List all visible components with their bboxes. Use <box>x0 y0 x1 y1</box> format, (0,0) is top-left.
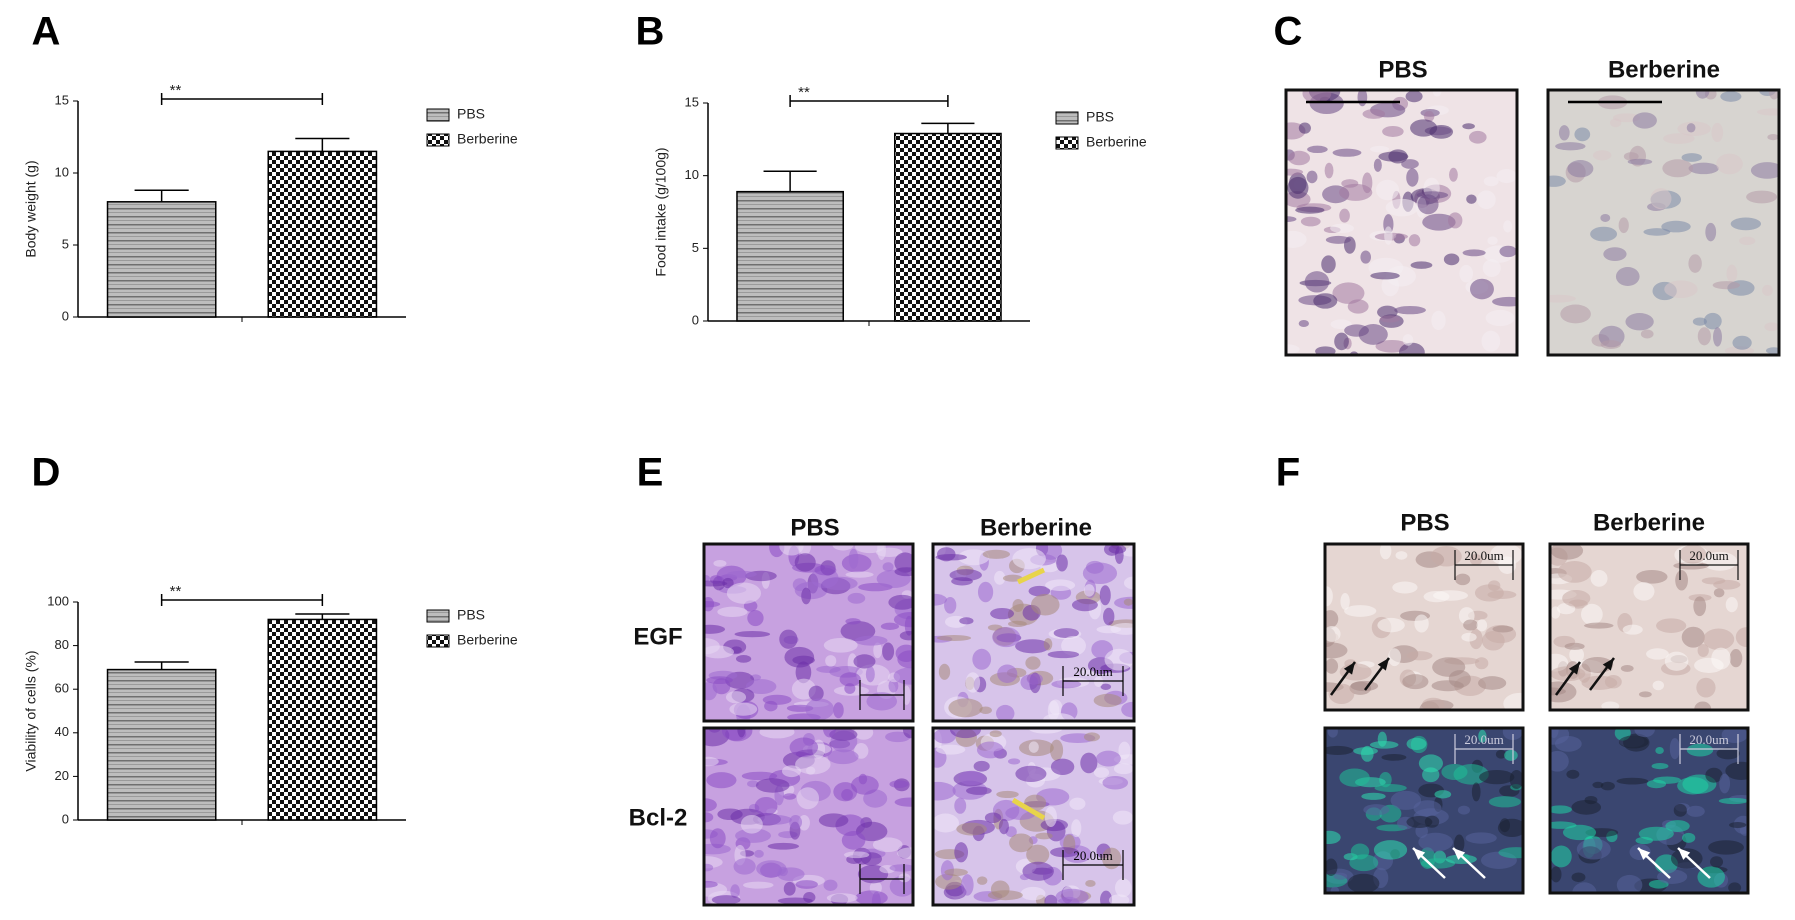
micrograph <box>931 726 1136 907</box>
micrograph <box>931 542 1136 723</box>
row-label: Bcl-2 <box>629 804 688 831</box>
micrograph <box>1548 542 1750 712</box>
arrow-head <box>1453 848 1466 860</box>
y-tick-label: 0 <box>62 308 69 323</box>
y-tick-label: 40 <box>55 724 69 739</box>
legend-label: Berberine <box>457 632 518 648</box>
micrograph <box>702 726 915 907</box>
scale-bar <box>1679 550 1739 580</box>
row-label: EGF <box>633 623 682 650</box>
bar <box>267 618 378 821</box>
scale-label: 20.0um <box>1073 664 1112 679</box>
y-tick-label: 5 <box>692 240 699 255</box>
column-label: Berberine <box>1608 56 1720 83</box>
legend-swatch <box>426 609 450 623</box>
scale-label: 20.0um <box>1464 732 1503 747</box>
legend-label: Berberine <box>457 131 518 147</box>
legend-swatch <box>426 108 450 122</box>
scale-bar <box>1679 734 1739 764</box>
y-tick-label: 0 <box>692 312 699 327</box>
micrograph <box>1284 88 1519 357</box>
scale-bar <box>1062 666 1124 696</box>
marker <box>1011 797 1046 821</box>
y-axis-label: Food intake (g/100g) <box>653 147 669 276</box>
bar <box>267 150 378 318</box>
legend-swatch <box>1055 111 1079 125</box>
arrow-head <box>1602 658 1614 671</box>
bar <box>106 668 217 821</box>
panel-label: A <box>32 10 61 54</box>
legend-label: PBS <box>457 106 485 122</box>
y-tick-label: 20 <box>55 768 69 783</box>
arrow-head <box>1343 662 1355 675</box>
micrograph <box>1323 542 1525 712</box>
y-axis-label: Body weight (g) <box>23 160 39 257</box>
y-tick-label: 10 <box>685 167 699 182</box>
scale-bar <box>1454 550 1514 580</box>
legend-label: PBS <box>1086 109 1114 125</box>
column-label: Berberine <box>1593 509 1705 536</box>
scale-label: 20.0um <box>1689 548 1728 563</box>
legend-label: PBS <box>457 607 485 623</box>
y-tick-label: 5 <box>62 236 69 251</box>
y-tick-label: 0 <box>62 811 69 826</box>
significance-bracket <box>160 594 324 606</box>
y-tick-label: 15 <box>55 92 69 107</box>
column-label: PBS <box>790 514 839 541</box>
error-bar <box>295 137 350 152</box>
error-bar <box>134 189 189 202</box>
legend-label: Berberine <box>1086 134 1147 150</box>
column-label: PBS <box>1400 509 1449 536</box>
y-tick-label: 10 <box>55 164 69 179</box>
micrograph <box>702 542 915 723</box>
significance-label: ** <box>798 84 810 101</box>
micrograph <box>1548 726 1750 895</box>
significance-bracket <box>160 93 324 105</box>
bar <box>736 190 844 322</box>
y-tick-label: 80 <box>55 637 69 652</box>
scale-label: 20.0um <box>1073 848 1112 863</box>
scale-label: 20.0um <box>1464 548 1503 563</box>
y-tick-label: 15 <box>685 94 699 109</box>
significance-bracket <box>789 95 949 107</box>
bar <box>894 132 1002 322</box>
arrow-head <box>1377 658 1389 671</box>
arrow-head <box>1413 848 1426 860</box>
panel-label: E <box>637 451 664 495</box>
legend-swatch <box>426 133 450 147</box>
arrow-head <box>1678 848 1691 860</box>
panel-label: B <box>636 10 665 54</box>
column-label: PBS <box>1378 56 1427 83</box>
legend-swatch <box>1055 136 1079 150</box>
bar <box>106 201 217 318</box>
significance-label: ** <box>170 82 182 99</box>
scale-bar <box>1062 850 1124 880</box>
scale-bar <box>859 680 905 710</box>
error-bar <box>921 122 975 134</box>
legend-swatch <box>426 634 450 648</box>
column-label: Berberine <box>980 514 1092 541</box>
scale-bar <box>1454 734 1514 764</box>
arrow-head <box>1638 848 1651 860</box>
scale-label: 20.0um <box>1689 732 1728 747</box>
error-bar <box>295 613 350 620</box>
y-tick-label: 100 <box>47 593 69 608</box>
panel-label: C <box>1274 10 1303 54</box>
y-tick-label: 60 <box>55 681 69 696</box>
significance-label: ** <box>170 583 182 600</box>
error-bar <box>134 661 189 670</box>
arrow-head <box>1568 662 1580 675</box>
marker <box>1016 567 1046 585</box>
micrograph <box>1323 726 1525 895</box>
y-axis-label: Viability of cells (%) <box>23 650 39 771</box>
error-bar <box>763 170 817 192</box>
panel-label: D <box>32 451 61 495</box>
panel-label: F <box>1276 451 1300 495</box>
micrograph <box>1546 88 1781 357</box>
scale-bar <box>859 864 905 894</box>
